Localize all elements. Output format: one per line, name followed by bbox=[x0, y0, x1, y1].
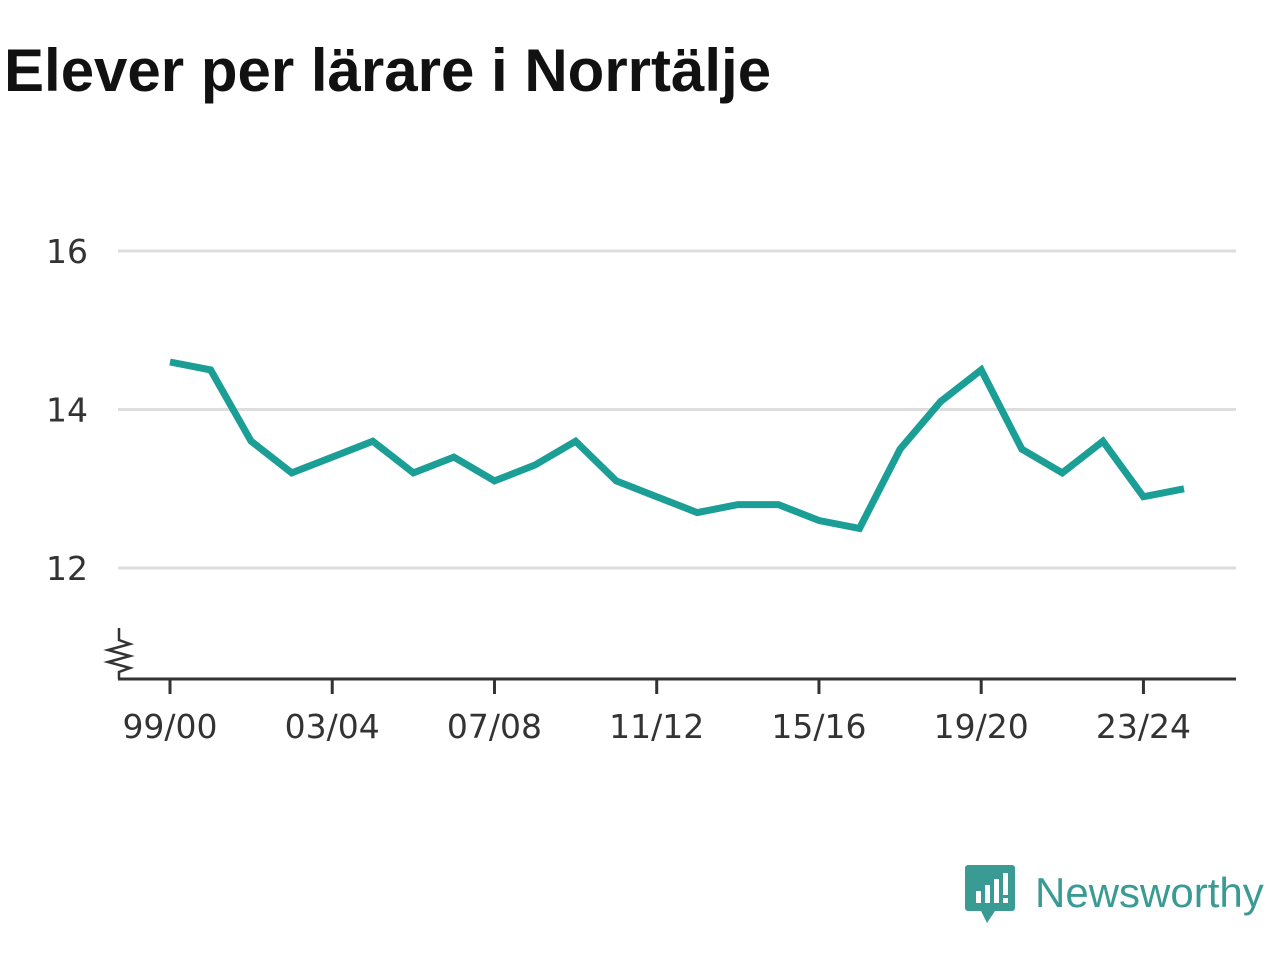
y-tick-label-16: 16 bbox=[46, 232, 88, 271]
x-tick-label: 99/00 bbox=[122, 707, 217, 746]
y-axis-ticks: 12 14 16 bbox=[46, 232, 88, 588]
x-axis bbox=[103, 628, 1236, 681]
series-layer bbox=[169, 358, 1185, 533]
series-line-0 bbox=[169, 358, 1185, 533]
x-tick-label: 07/08 bbox=[447, 707, 542, 746]
y-tick-label-12: 12 bbox=[46, 549, 88, 588]
x-axis-ticks: 99/00 03/04 07/08 11/12 15/16 19/20 23/24 bbox=[122, 679, 1191, 746]
gridlines bbox=[118, 249, 1236, 570]
y-axis-break-icon bbox=[103, 628, 135, 679]
chart-title: Elever per lärare i Norrtälje bbox=[4, 37, 772, 104]
brand-logo: Newsworthy bbox=[965, 865, 1264, 925]
newsworthy-logo-icon bbox=[965, 865, 1015, 923]
x-tick-label: 19/20 bbox=[934, 707, 1029, 746]
y-tick-label-14: 14 bbox=[46, 391, 88, 430]
x-tick-label: 03/04 bbox=[285, 707, 380, 746]
x-tick-label: 11/12 bbox=[609, 707, 704, 746]
brand-name: Newsworthy bbox=[1035, 869, 1264, 916]
x-tick-label: 15/16 bbox=[771, 707, 866, 746]
x-tick-label: 23/24 bbox=[1096, 707, 1191, 746]
